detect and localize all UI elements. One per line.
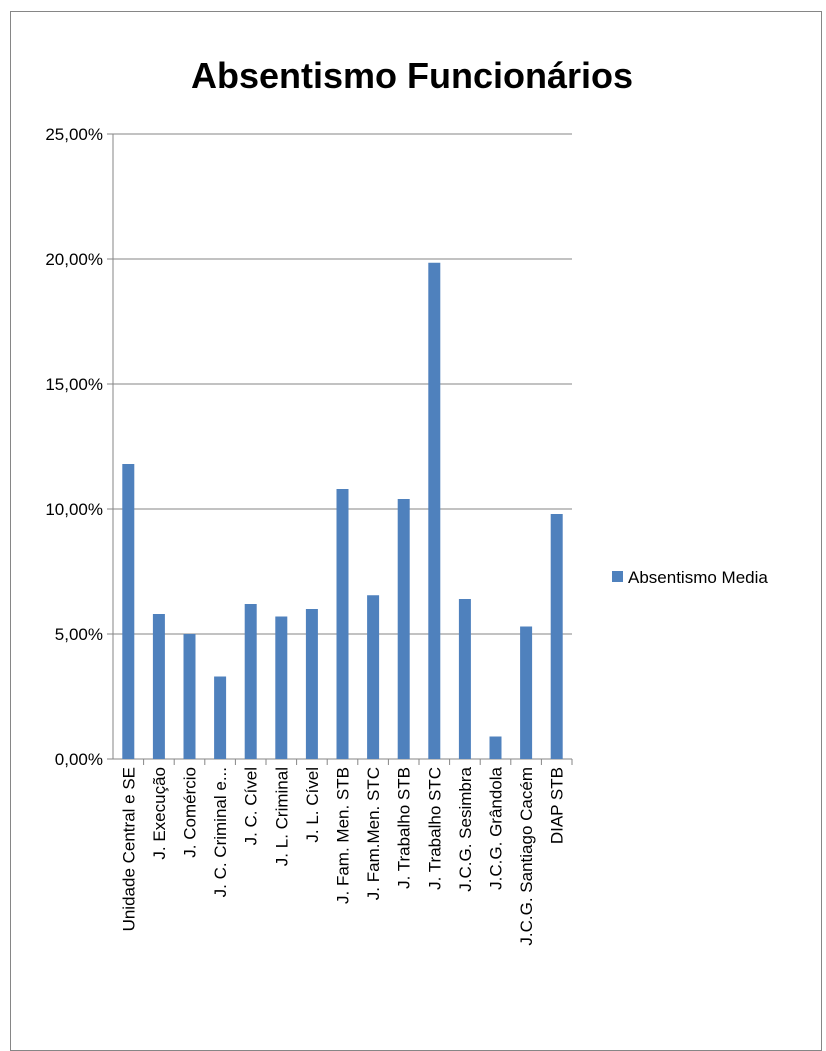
bar — [458, 599, 471, 759]
x-tick-label: J. Execução — [150, 767, 169, 860]
bar — [520, 626, 533, 759]
x-tick-label: J. Trabalho STC — [425, 767, 444, 890]
bar — [122, 464, 135, 759]
x-tick-label: J. Fam.Men. STC — [364, 767, 383, 900]
bar — [550, 514, 563, 759]
bar — [305, 609, 318, 759]
bar — [336, 489, 349, 759]
bar — [214, 676, 227, 759]
x-tick-label: J. Comércio — [181, 767, 200, 858]
x-tick-label: J. Trabalho STB — [395, 767, 414, 889]
x-tick-label: Unidade Central e SE — [119, 767, 138, 931]
bar — [275, 616, 288, 759]
bar — [152, 614, 165, 759]
x-tick-label: J. L. Cível — [303, 767, 322, 843]
y-tick-label: 15,00% — [45, 375, 103, 394]
legend-label: Absentismo Media — [628, 568, 768, 587]
bar — [367, 595, 380, 759]
x-tick-label: J. C. Cível — [242, 767, 261, 845]
x-tick-label: J.C.G. Grândola — [487, 766, 506, 889]
x-tick-label: J.C.G. Santiago Cacém — [517, 767, 536, 946]
bar — [397, 499, 410, 759]
chart-title: Absentismo Funcionários — [191, 55, 633, 96]
bar — [244, 604, 257, 759]
category-labels: Unidade Central e SE J. Execução J. Comérc… — [119, 766, 566, 945]
y-tick-label: 10,00% — [45, 500, 103, 519]
chart-frame — [10, 11, 822, 1051]
bar — [183, 634, 196, 759]
legend-swatch — [612, 571, 623, 582]
y-tick-label: 0,00% — [55, 750, 103, 769]
x-tick-label: DIAP STB — [548, 767, 567, 844]
x-tick-label: J. C. Criminal e... — [211, 767, 230, 897]
legend: Absentismo Media — [612, 568, 768, 587]
x-tick-label: J. L. Criminal — [272, 767, 291, 866]
y-tick-label: 20,00% — [45, 250, 103, 269]
x-tick-label: J. Fam. Men. STB — [334, 767, 353, 904]
bars — [122, 262, 563, 759]
bar — [428, 262, 441, 759]
y-tick-label: 25,00% — [45, 125, 103, 144]
bar — [489, 736, 502, 759]
x-tick-label: J.C.G. Sesimbra — [456, 766, 475, 891]
y-tick-label: 5,00% — [55, 625, 103, 644]
axes: 0,00% 5,00% 10,00% 15,00% 20,00% 25,00% — [45, 125, 573, 769]
